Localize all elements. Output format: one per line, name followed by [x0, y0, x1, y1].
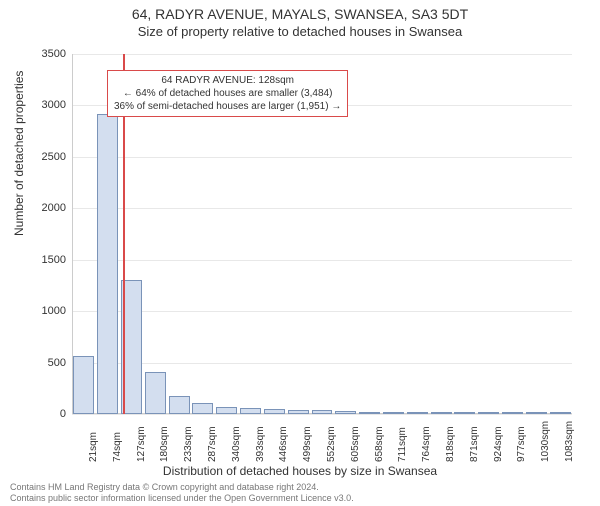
- histogram-bar: [73, 356, 94, 414]
- x-tick-label: 658sqm: [374, 426, 385, 462]
- footer: Contains HM Land Registry data © Crown c…: [10, 482, 354, 504]
- gridline: [72, 208, 572, 209]
- footer-line-1: Contains HM Land Registry data © Crown c…: [10, 482, 354, 493]
- gridline: [72, 311, 572, 312]
- chart-container: 64, RADYR AVENUE, MAYALS, SWANSEA, SA3 5…: [0, 6, 600, 506]
- footer-line-2: Contains public sector information licen…: [10, 493, 354, 504]
- histogram-bar: [288, 410, 309, 414]
- histogram-bar: [264, 409, 285, 414]
- x-tick-label: 180sqm: [159, 426, 170, 462]
- x-tick-label: 924sqm: [493, 426, 504, 462]
- annotation-line: 36% of semi-detached houses are larger (…: [114, 100, 341, 113]
- histogram-bar: [240, 408, 261, 414]
- y-tick-label: 2500: [26, 151, 66, 163]
- x-tick-label: 1030sqm: [540, 421, 551, 462]
- histogram-bar: [502, 412, 523, 414]
- x-tick-label: 287sqm: [207, 426, 218, 462]
- histogram-bar: [145, 372, 166, 414]
- histogram-bar: [216, 407, 237, 414]
- y-tick-label: 1500: [26, 254, 66, 266]
- annotation-box: 64 RADYR AVENUE: 128sqm← 64% of detached…: [107, 70, 348, 117]
- x-axis-label: Distribution of detached houses by size …: [0, 464, 600, 478]
- gridline: [72, 363, 572, 364]
- y-tick-label: 3000: [26, 99, 66, 111]
- x-tick-label: 127sqm: [136, 426, 147, 462]
- x-tick-label: 446sqm: [278, 426, 289, 462]
- y-axis-label: Number of detached properties: [12, 71, 26, 236]
- histogram-bar: [478, 412, 499, 414]
- x-tick-label: 977sqm: [516, 426, 527, 462]
- plot-region: 050010001500200025003000350021sqm74sqm12…: [72, 54, 572, 414]
- x-tick-label: 233sqm: [183, 426, 194, 462]
- annotation-line: ← 64% of detached houses are smaller (3,…: [114, 87, 341, 100]
- x-tick-label: 393sqm: [255, 426, 266, 462]
- chart-area: 050010001500200025003000350021sqm74sqm12…: [72, 54, 572, 414]
- histogram-bar: [97, 114, 118, 414]
- x-tick-label: 1083sqm: [564, 421, 575, 462]
- histogram-bar: [454, 412, 475, 414]
- y-tick-label: 2000: [26, 202, 66, 214]
- y-tick-label: 500: [26, 357, 66, 369]
- x-tick-label: 871sqm: [469, 426, 480, 462]
- y-tick-label: 1000: [26, 305, 66, 317]
- gridline: [72, 414, 572, 415]
- y-tick-label: 0: [26, 408, 66, 420]
- page-subtitle: Size of property relative to detached ho…: [0, 24, 600, 39]
- x-tick-label: 499sqm: [302, 426, 313, 462]
- histogram-bar: [312, 410, 333, 414]
- page-title: 64, RADYR AVENUE, MAYALS, SWANSEA, SA3 5…: [0, 6, 600, 22]
- gridline: [72, 54, 572, 55]
- annotation-line: 64 RADYR AVENUE: 128sqm: [114, 74, 341, 87]
- x-tick-label: 605sqm: [350, 426, 361, 462]
- x-tick-label: 340sqm: [231, 426, 242, 462]
- histogram-bar: [169, 396, 190, 415]
- histogram-bar: [192, 403, 213, 414]
- x-tick-label: 74sqm: [112, 432, 123, 462]
- x-tick-label: 764sqm: [421, 426, 432, 462]
- gridline: [72, 260, 572, 261]
- histogram-bar: [526, 412, 547, 414]
- x-tick-label: 711sqm: [397, 427, 408, 462]
- histogram-bar: [359, 412, 380, 414]
- x-tick-label: 552sqm: [326, 426, 337, 462]
- histogram-bar: [550, 412, 571, 414]
- histogram-bar: [383, 412, 404, 414]
- histogram-bar: [407, 412, 428, 414]
- gridline: [72, 157, 572, 158]
- x-tick-label: 21sqm: [88, 432, 99, 462]
- histogram-bar: [431, 412, 452, 414]
- x-tick-label: 818sqm: [445, 426, 456, 462]
- histogram-bar: [335, 411, 356, 414]
- y-tick-label: 3500: [26, 48, 66, 60]
